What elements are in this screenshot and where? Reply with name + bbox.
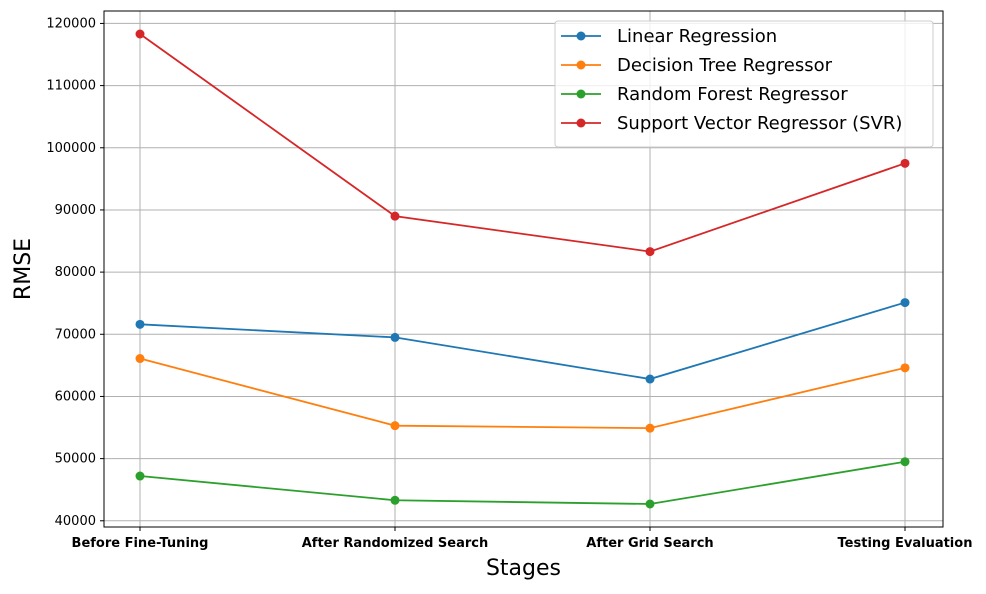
data-point bbox=[135, 354, 145, 364]
series-layer bbox=[135, 29, 910, 509]
plot-frame bbox=[103, 10, 944, 528]
data-point bbox=[900, 298, 910, 308]
data-point bbox=[390, 211, 400, 221]
legend-label: Random Forest Regressor bbox=[617, 84, 848, 105]
data-point bbox=[390, 421, 400, 431]
y-tick-label: 80000 bbox=[55, 265, 96, 280]
legend-item: Random Forest Regressor bbox=[561, 84, 848, 105]
legend-box bbox=[554, 20, 934, 148]
data-point bbox=[900, 363, 910, 373]
series-line bbox=[139, 33, 906, 253]
data-point bbox=[645, 499, 655, 509]
y-tick-label: 50000 bbox=[55, 452, 96, 467]
legend-marker bbox=[576, 118, 586, 128]
series-0 bbox=[135, 298, 910, 384]
legend-item: Decision Tree Regressor bbox=[561, 55, 833, 76]
legend-label: Support Vector Regressor (SVR) bbox=[617, 113, 902, 134]
series-3 bbox=[135, 29, 910, 257]
series-2 bbox=[135, 457, 910, 509]
data-point bbox=[645, 374, 655, 384]
x-tick-label: After Randomized Search bbox=[302, 536, 489, 551]
data-point bbox=[390, 495, 400, 505]
legend-item: Linear Regression bbox=[561, 26, 777, 47]
series-1 bbox=[135, 354, 910, 433]
series-line bbox=[139, 460, 906, 505]
y-axis-label: RMSE bbox=[11, 238, 36, 300]
series-line bbox=[139, 357, 906, 430]
y-tick-label: 70000 bbox=[55, 327, 96, 342]
legend-item: Support Vector Regressor (SVR) bbox=[561, 113, 902, 134]
legend-label: Decision Tree Regressor bbox=[617, 55, 833, 76]
data-point bbox=[135, 471, 145, 481]
y-tick-label: 90000 bbox=[55, 203, 96, 218]
y-tick-label: 40000 bbox=[55, 514, 96, 529]
y-tick-label: 110000 bbox=[46, 79, 96, 94]
x-tick-label: After Grid Search bbox=[586, 536, 713, 551]
y-axis: 40000 50000 60000 70000 80000 90000 100000 1100… bbox=[46, 16, 104, 529]
data-point bbox=[900, 457, 910, 467]
data-point bbox=[390, 332, 400, 342]
data-point bbox=[645, 423, 655, 433]
legend-label: Linear Regression bbox=[617, 26, 777, 47]
x-tick-label: Testing Evaluation bbox=[838, 536, 973, 551]
x-axis: Before Fine-Tuning After Randomized Searc… bbox=[72, 527, 973, 551]
data-point bbox=[645, 247, 655, 257]
data-point bbox=[900, 158, 910, 168]
y-tick-label: 60000 bbox=[55, 389, 96, 404]
data-point bbox=[135, 29, 145, 39]
legend-marker bbox=[576, 89, 586, 99]
legend-marker bbox=[576, 31, 586, 41]
data-point bbox=[135, 319, 145, 329]
x-axis-label: Stages bbox=[486, 556, 561, 581]
series-line bbox=[139, 301, 906, 380]
x-tick-label: Before Fine-Tuning bbox=[72, 536, 209, 551]
legend-marker bbox=[576, 60, 586, 70]
y-tick-label: 100000 bbox=[46, 141, 96, 156]
y-tick-label: 120000 bbox=[46, 16, 96, 31]
legend: Linear Regression Decision Tree Regressor… bbox=[554, 20, 934, 148]
